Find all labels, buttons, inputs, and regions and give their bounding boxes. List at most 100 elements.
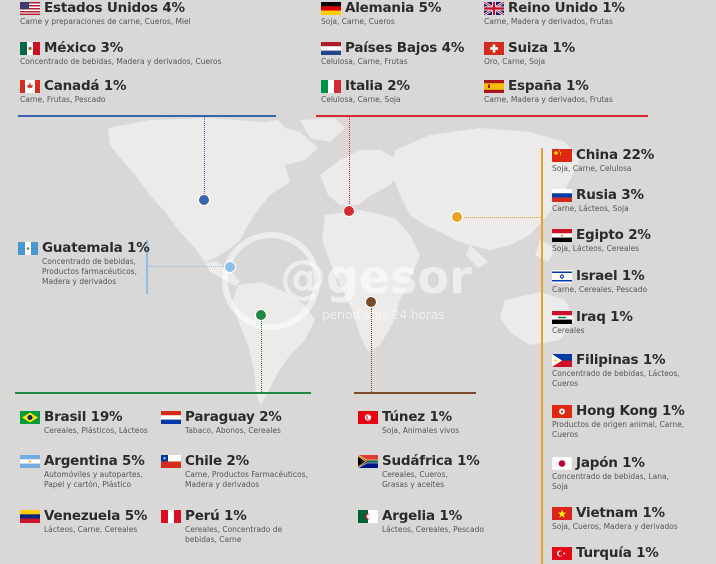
paraguay-flag-icon — [161, 411, 181, 424]
country-products: Concentrado de bebidas, Lácteos, Cueros — [552, 369, 680, 388]
country-name: Chile 2% — [185, 453, 249, 469]
asia-marker — [451, 211, 463, 223]
watermark-brand: @gesor — [280, 250, 472, 304]
tunisia-flag-icon — [358, 411, 378, 424]
africa-divider — [354, 392, 476, 394]
north-america-connector — [204, 116, 205, 200]
algeria-flag-icon — [358, 510, 378, 523]
country-products: Carne, Madera y derivados, Frutas — [484, 17, 613, 26]
country-products: Cereales, Plásticos, Lácteos — [44, 426, 148, 435]
central-america-marker — [224, 261, 236, 273]
country-products: Soja, Carne, Cueros — [321, 17, 395, 26]
country-name: Japón 1% — [576, 455, 645, 471]
country-name: Brasil 19% — [44, 409, 123, 425]
country-products: Cereales — [552, 326, 585, 335]
country-products: Celulosa, Carne, Soja — [321, 95, 401, 104]
country-name: Sudáfrica 1% — [382, 453, 480, 469]
country-name: Guatemala 1% — [42, 240, 150, 256]
country-name: Venezuela 5% — [44, 508, 148, 524]
russia-flag-icon — [552, 189, 572, 202]
country-products: Soja, Lácteos, Cereales — [552, 244, 640, 253]
china-flag-icon — [552, 149, 572, 162]
country-products: Carne, Frutas, Pescado — [20, 95, 106, 104]
country-products: Carne, Cereales, Pescado — [552, 285, 648, 294]
japan-flag-icon — [552, 457, 572, 470]
country-name: Alemania 5% — [345, 0, 442, 16]
africa-connector — [371, 308, 372, 392]
country-products: Cereales, Concentrado de bebidas, Carne — [185, 525, 283, 544]
vietnam-flag-icon — [552, 507, 572, 520]
country-products: Lácteos, Carne, Cereales — [44, 525, 138, 534]
country-products: Soja, Animales vivos — [382, 426, 460, 435]
mexico-flag-icon — [20, 42, 40, 55]
country-name: Egipto 2% — [576, 227, 651, 243]
watermark: @gesor periodistas 24 horas — [222, 232, 522, 332]
central-america-divider — [146, 240, 148, 294]
country-name: Suiza 1% — [508, 40, 575, 56]
country-products: Automóviles y autopartes, Papel y cartón… — [44, 470, 143, 489]
country-products: Concentrado de bebidas, Lana, Soja — [552, 472, 669, 491]
country-name: Turquía 1% — [576, 545, 659, 561]
asia-divider — [541, 148, 543, 564]
country-name: Hong Kong 1% — [576, 403, 685, 419]
hong-kong-flag-icon — [552, 405, 572, 418]
country-name: Israel 1% — [576, 268, 645, 284]
north-america-marker — [198, 194, 210, 206]
canada-flag-icon — [20, 80, 40, 93]
peru-flag-icon — [161, 510, 181, 523]
country-products: Concentrado de bebidas, Madera y derivad… — [20, 57, 222, 66]
asia-connector — [462, 217, 541, 218]
italy-flag-icon — [321, 80, 341, 93]
north-america-divider — [18, 115, 276, 117]
country-products: Tabaco, Abonos, Cereales — [185, 426, 281, 435]
central-america-connector — [148, 266, 228, 267]
guatemala-flag-icon — [18, 242, 38, 255]
country-name: Reino Unido 1% — [508, 0, 625, 16]
country-name: Filipinas 1% — [576, 352, 666, 368]
europe-marker — [343, 205, 355, 217]
country-name: Túnez 1% — [382, 409, 452, 425]
brazil-flag-icon — [20, 411, 40, 424]
country-name: Vietnam 1% — [576, 505, 665, 521]
switzerland-flag-icon — [484, 42, 504, 55]
country-products: Lácteos, Cereales, Pescado — [382, 525, 484, 534]
south-america-connector — [261, 320, 262, 392]
country-name: Paraguay 2% — [185, 409, 282, 425]
country-name: México 3% — [44, 40, 124, 56]
netherlands-flag-icon — [321, 42, 341, 55]
europe-divider — [316, 115, 648, 117]
country-name: Canadá 1% — [44, 78, 127, 94]
country-name: Rusia 3% — [576, 187, 644, 203]
country-name: Italia 2% — [345, 78, 410, 94]
country-name: Argentina 5% — [44, 453, 145, 469]
iraq-flag-icon — [552, 311, 572, 324]
country-name: Argelia 1% — [382, 508, 462, 524]
country-products: Soja, Carne, Celulosa — [552, 164, 632, 173]
south-america-marker — [255, 309, 267, 321]
venezuela-flag-icon — [20, 510, 40, 523]
argentina-flag-icon — [20, 455, 40, 468]
country-products: Carne, Madera y derivados, Frutas — [484, 95, 613, 104]
israel-flag-icon — [552, 270, 572, 283]
watermark-at-icon — [222, 232, 320, 330]
country-name: Estados Unidos 4% — [44, 0, 185, 16]
country-products: Carne, Productos Farmacéuticos, Madera y… — [185, 470, 308, 489]
country-name: China 22% — [576, 147, 655, 163]
country-products: Carne, Lácteos, Soja — [552, 204, 629, 213]
egypt-flag-icon — [552, 229, 572, 242]
country-name: España 1% — [508, 78, 589, 94]
country-name: Iraq 1% — [576, 309, 633, 325]
country-products: Oro, Carne, Soja — [484, 57, 546, 66]
chile-flag-icon — [161, 455, 181, 468]
country-products: Productos de origen animal, Carne, Cuero… — [552, 420, 685, 439]
country-products: Soja, Cueros, Madera y derivados — [552, 522, 678, 531]
country-products: Concentrado de bebidas, Productos farmac… — [42, 257, 137, 286]
uk-flag-icon — [484, 2, 504, 15]
country-products: Cereales, Cueros, Grasas y aceites — [382, 470, 448, 489]
philippines-flag-icon — [552, 354, 572, 367]
country-products: Celulosa, Carne, Frutas — [321, 57, 408, 66]
country-name: Perú 1% — [185, 508, 247, 524]
country-products: Carne y preparaciones de carne, Cueros, … — [20, 17, 191, 26]
country-name: Países Bajos 4% — [345, 40, 465, 56]
turkey-flag-icon — [552, 547, 572, 560]
